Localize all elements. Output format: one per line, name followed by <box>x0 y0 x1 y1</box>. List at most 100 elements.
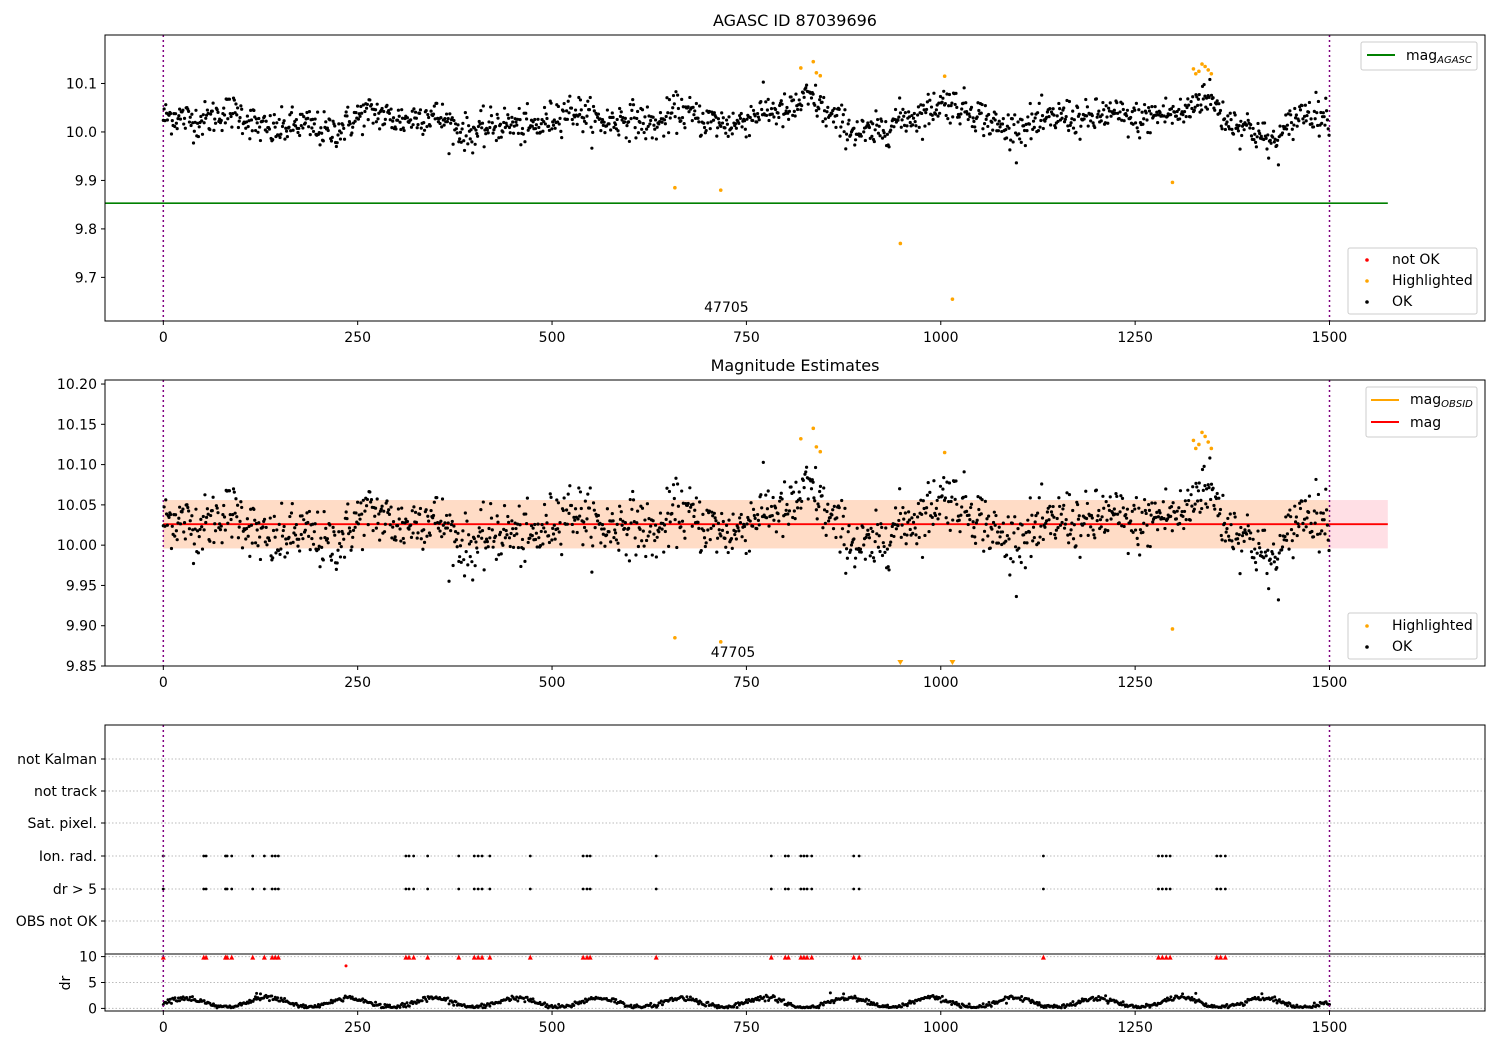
ok-point <box>846 122 850 126</box>
ok-point <box>1119 494 1123 498</box>
ok-point <box>809 96 814 100</box>
ok-point <box>422 528 426 532</box>
ok-point <box>575 530 579 535</box>
ok-point <box>238 116 242 120</box>
dr-high-marker <box>479 954 485 960</box>
ok-point <box>1009 557 1013 561</box>
ok-point <box>840 498 844 503</box>
ok-point <box>255 121 259 125</box>
ok-point <box>474 128 478 132</box>
ok-point <box>1151 520 1155 524</box>
ok-point <box>686 501 690 506</box>
ok-point <box>647 114 651 118</box>
ok-point <box>300 112 304 116</box>
ok-point <box>291 128 295 132</box>
ok-point <box>283 137 287 141</box>
ok-point <box>631 98 635 102</box>
ok-point <box>1164 96 1168 100</box>
dr-point <box>1225 1002 1229 1006</box>
ok-point <box>442 532 446 536</box>
ok-point <box>1076 502 1080 507</box>
ok-point <box>200 547 205 551</box>
ok-point <box>419 537 423 541</box>
ok-point <box>1316 532 1320 536</box>
ok-point <box>299 532 303 537</box>
ok-point <box>646 124 650 129</box>
ok-point <box>268 516 272 520</box>
ok-point <box>1004 539 1008 543</box>
ok-point <box>931 522 935 527</box>
ok-point <box>731 512 735 516</box>
ok-point <box>512 533 516 538</box>
ok-point <box>446 116 450 121</box>
dr-point <box>361 997 365 1001</box>
ok-point <box>542 119 546 124</box>
ok-point <box>511 545 516 549</box>
dr-point <box>687 998 691 1002</box>
agasc-x-tick-label: 1000 <box>923 330 959 346</box>
ok-point <box>627 559 632 563</box>
ok-point <box>220 541 224 545</box>
ok-point <box>707 509 712 513</box>
flags-x-tick-label: 750 <box>733 1020 760 1036</box>
highlighted-point <box>814 445 819 449</box>
ok-point <box>477 526 481 530</box>
ok-point <box>288 514 292 519</box>
ok-point <box>1223 127 1227 132</box>
ok-point <box>487 120 491 124</box>
ok-point <box>699 549 703 553</box>
ok-point <box>888 543 892 547</box>
ok-point <box>1129 115 1133 120</box>
ok-point <box>348 122 352 126</box>
ok-point <box>319 126 323 130</box>
ok-point <box>961 495 965 500</box>
dr-point <box>980 1005 984 1009</box>
ok-point <box>820 494 824 498</box>
ok-point <box>1173 510 1177 514</box>
ok-point <box>424 109 428 113</box>
ok-point <box>738 116 743 121</box>
ok-point <box>502 106 507 110</box>
ok-point <box>237 525 241 529</box>
flag-point <box>204 887 208 891</box>
ok-point <box>1225 527 1229 531</box>
ok-point <box>1289 515 1293 519</box>
dr-point <box>1240 1001 1244 1005</box>
ok-point <box>1066 533 1070 537</box>
ok-point <box>1180 110 1184 114</box>
ok-point <box>1079 534 1083 538</box>
ok-point <box>1047 518 1051 522</box>
ok-point <box>671 106 675 110</box>
ok-point <box>542 105 547 110</box>
ok-point <box>724 523 729 527</box>
dr-point <box>744 998 748 1002</box>
dr-point <box>950 1002 954 1006</box>
ok-point <box>463 111 467 115</box>
ok-point <box>559 129 563 133</box>
ok-point <box>185 503 189 507</box>
ok-point <box>897 115 901 119</box>
ok-point <box>461 121 465 125</box>
dr-point <box>867 998 871 1002</box>
ok-point <box>1253 547 1257 551</box>
ok-point <box>328 523 332 527</box>
ok-point <box>1188 115 1192 119</box>
ok-point <box>1194 481 1198 485</box>
ok-point <box>726 134 730 139</box>
ok-point <box>354 110 358 115</box>
ok-point <box>282 524 286 529</box>
ok-point <box>1094 97 1098 101</box>
ok-point <box>1187 103 1191 107</box>
ok-point <box>223 121 227 125</box>
dr-point <box>694 997 698 1001</box>
ok-point <box>1186 488 1190 492</box>
flag-point <box>225 887 229 891</box>
ok-point <box>1059 111 1063 115</box>
ok-point <box>476 534 481 538</box>
dr-point <box>865 997 869 1001</box>
ok-point <box>1268 138 1272 142</box>
ok-point <box>894 527 898 531</box>
dr-point <box>746 1001 750 1005</box>
flag-point <box>852 854 856 858</box>
ok-point <box>1267 156 1271 160</box>
